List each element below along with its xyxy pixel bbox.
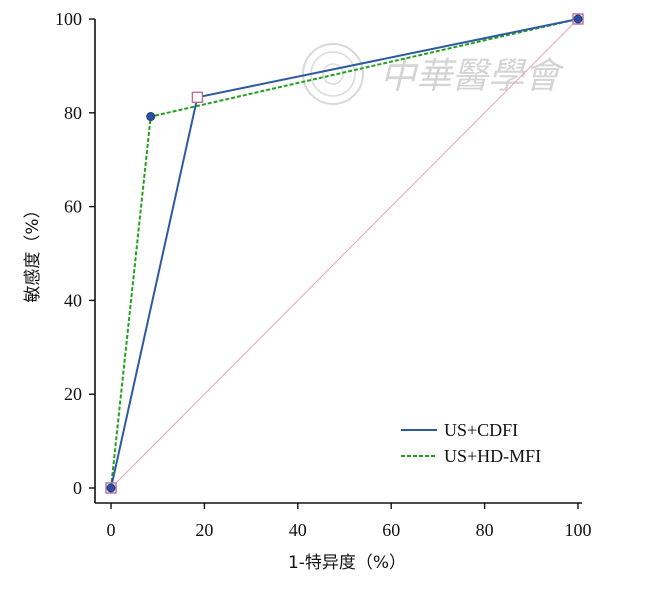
x-tick-label: 20 xyxy=(195,520,213,540)
watermark: 中華醫學會 xyxy=(302,43,565,105)
legend: US+CDFI US+HD-MFI xyxy=(401,420,541,466)
x-tick-label: 80 xyxy=(476,520,494,540)
y-tick-label: 40 xyxy=(64,290,82,310)
y-tick-label: 60 xyxy=(64,197,82,217)
data-point-circle xyxy=(106,483,116,493)
y-tick-label: 80 xyxy=(64,103,82,123)
y-axis-title: 敏感度（%） xyxy=(23,201,43,302)
y-axis-ticks: 0 20 40 60 80 100 xyxy=(55,9,95,498)
watermark-seal-icon xyxy=(302,43,364,105)
data-point-square xyxy=(191,91,204,104)
y-tick-label: 20 xyxy=(64,384,82,404)
x-axis-ticks: 0 20 40 60 80 100 xyxy=(107,503,592,540)
x-tick-label: 60 xyxy=(382,520,400,540)
watermark-text: 中華醫學會 xyxy=(380,56,565,97)
x-tick-label: 40 xyxy=(289,520,307,540)
legend-label: US+CDFI xyxy=(444,420,518,440)
data-point-circle xyxy=(146,112,156,122)
reference-diagonal-line xyxy=(110,18,579,489)
data-point-circle xyxy=(573,14,583,24)
x-tick-label: 100 xyxy=(565,520,592,540)
y-tick-label: 0 xyxy=(73,478,82,498)
legend-label: US+HD-MFI xyxy=(444,446,541,466)
x-axis-title: 1-特异度（%） xyxy=(288,553,406,573)
axes xyxy=(94,19,582,504)
plot-area xyxy=(105,13,584,494)
y-tick-label: 100 xyxy=(55,9,82,29)
x-tick-label: 0 xyxy=(107,520,116,540)
